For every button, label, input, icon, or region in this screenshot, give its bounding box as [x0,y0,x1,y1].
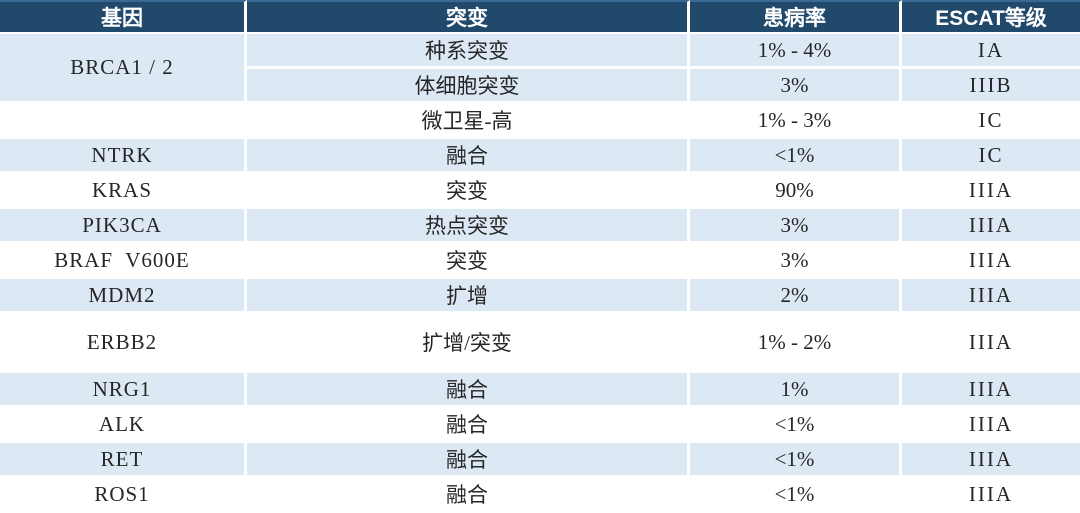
mutation-cell: 扩增 [247,279,690,314]
table-row-msi-high: 微卫星-高 1% - 3% IC [0,104,1080,139]
prevalence-cell: <1% [690,139,902,174]
table-row-brca-somatic: 体细胞突变 3% IIIB [0,69,1080,104]
gene-cell: BRAF V600E [0,244,247,279]
escat-cell: IA [902,34,1080,69]
escat-cell: IIIA [902,174,1080,209]
mutation-cell: 融合 [247,478,690,513]
prevalence-cell: 1% - 3% [690,104,902,139]
mutation-cell: 突变 [247,174,690,209]
escat-cell: IIIA [902,478,1080,513]
mutation-cell: 体细胞突变 [247,69,690,104]
escat-cell: IIIA [902,279,1080,314]
gene-cell: ERBB2 [0,314,247,373]
table-row-ret: RET 融合 <1% IIIA [0,443,1080,478]
escat-cell: IIIB [902,69,1080,104]
table-row-kras: KRAS 突变 90% IIIA [0,174,1080,209]
escat-cell: IIIA [902,314,1080,373]
table-row-mdm2: MDM2 扩增 2% IIIA [0,279,1080,314]
prevalence-cell: 90% [690,174,902,209]
table-row-ntrk: NTRK 融合 <1% IC [0,139,1080,174]
mutation-cell: 种系突变 [247,34,690,69]
mutation-cell: 融合 [247,408,690,443]
escat-cell: IIIA [902,373,1080,408]
escat-cell: IC [902,139,1080,174]
prevalence-cell: 3% [690,69,902,104]
gene-cell: RET [0,443,247,478]
gene-cell: KRAS [0,174,247,209]
table-row-braf-v600e: BRAF V600E 突变 3% IIIA [0,244,1080,279]
table-header-row: 基因 突变 患病率 ESCAT等级 [0,0,1080,34]
gene-cell: NTRK [0,139,247,174]
table-row-nrg1: NRG1 融合 1% IIIA [0,373,1080,408]
gene-cell: BRCA1 / 2 [0,34,247,104]
table-row-ros1: ROS1 融合 <1% IIIA [0,478,1080,513]
prevalence-cell: <1% [690,478,902,513]
escat-cell: IIIA [902,209,1080,244]
gene-cell: ALK [0,408,247,443]
gene-cell [0,104,247,139]
table-row-brca-germline: BRCA1 / 2 种系突变 1% - 4% IA [0,34,1080,104]
prevalence-cell: 1% - 2% [690,314,902,373]
table-row-alk: ALK 融合 <1% IIIA [0,408,1080,443]
gene-cell: ROS1 [0,478,247,513]
mutation-cell: 扩增/突变 [247,314,690,373]
table-row-pik3ca: PIK3CA 热点突变 3% IIIA [0,209,1080,244]
table-row-erbb2: ERBB2 扩增/突变 1% - 2% IIIA [0,314,1080,373]
column-header-gene: 基因 [0,0,247,34]
prevalence-cell: <1% [690,408,902,443]
mutation-cell: 突变 [247,244,690,279]
mutation-cell: 热点突变 [247,209,690,244]
column-header-escat: ESCAT等级 [902,0,1080,34]
gene-cell: PIK3CA [0,209,247,244]
column-header-mutation: 突变 [247,0,690,34]
escat-cell: IIIA [902,443,1080,478]
escat-cell: IIIA [902,244,1080,279]
prevalence-cell: 3% [690,244,902,279]
column-header-prevalence: 患病率 [690,0,902,34]
prevalence-cell: 1% - 4% [690,34,902,69]
escat-cell: IIIA [902,408,1080,443]
prevalence-cell: 3% [690,209,902,244]
mutation-cell: 融合 [247,443,690,478]
prevalence-cell: 1% [690,373,902,408]
mutation-cell: 融合 [247,373,690,408]
gene-cell: NRG1 [0,373,247,408]
prevalence-cell: <1% [690,443,902,478]
mutation-cell: 融合 [247,139,690,174]
escat-cell: IC [902,104,1080,139]
prevalence-cell: 2% [690,279,902,314]
gene-cell: MDM2 [0,279,247,314]
mutation-cell: 微卫星-高 [247,104,690,139]
